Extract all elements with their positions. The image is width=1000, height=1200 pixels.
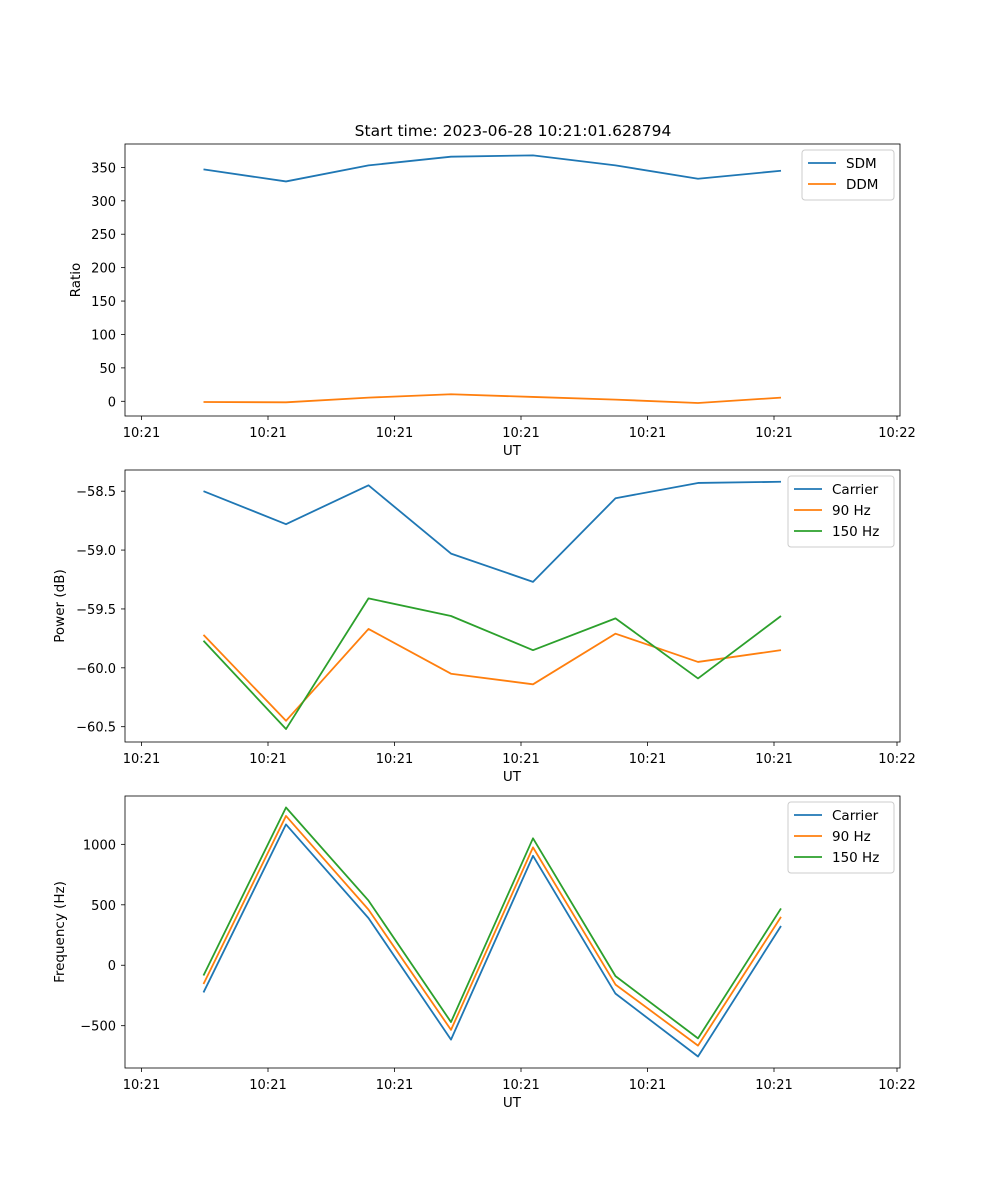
x-tick-label: 10:21 bbox=[629, 1078, 666, 1093]
x-tick-label: 10:21 bbox=[629, 426, 666, 441]
y-tick-label: 1000 bbox=[83, 838, 116, 853]
chart-panel-2: 10:21 10:21 10:21 10:21 10:21 10:21 10:22 UT −58… bbox=[52, 469, 916, 785]
x-axis-label: UT bbox=[503, 1095, 522, 1111]
x-tick-label: 10:21 bbox=[502, 752, 539, 767]
chart-panel-1: 10:21 10:21 10:21 10:21 10:21 10:21 10:22 UT 0 50… bbox=[68, 143, 916, 459]
axes-frame bbox=[124, 143, 901, 417]
x-tick-label: 10:21 bbox=[123, 752, 160, 767]
y-axis-label: Frequency (Hz) bbox=[52, 881, 68, 983]
y-axis-label: Power (dB) bbox=[52, 569, 68, 642]
x-tick-label: 10:21 bbox=[376, 1078, 413, 1093]
x-tick-label: 10:22 bbox=[878, 426, 915, 441]
x-tick-label: 10:21 bbox=[629, 752, 666, 767]
y-tick-label: −59.0 bbox=[76, 544, 116, 559]
x-tick-label: 10:21 bbox=[123, 1078, 160, 1093]
x-axis-label: UT bbox=[503, 443, 522, 459]
series-line-ddm bbox=[203, 393, 782, 404]
chart-panels: 10:21 10:21 10:21 10:21 10:21 10:21 10:22 UT 0 50… bbox=[52, 143, 916, 1111]
x-tick-label: 10:21 bbox=[755, 426, 792, 441]
x-tick-label: 10:21 bbox=[376, 426, 413, 441]
axes-frame bbox=[124, 795, 901, 1069]
series-line-150-hz bbox=[202, 597, 782, 730]
y-tick-label: −60.0 bbox=[76, 662, 116, 677]
legend-entry: SDM bbox=[846, 156, 877, 172]
legend-entry: 150 Hz bbox=[832, 524, 879, 540]
series-line-90-hz bbox=[202, 815, 782, 1047]
axes-frame bbox=[124, 469, 901, 743]
x-tick-label: 10:21 bbox=[249, 752, 286, 767]
x-tick-label: 10:21 bbox=[249, 1078, 286, 1093]
y-tick-label: −59.5 bbox=[76, 603, 116, 618]
series-line-carrier bbox=[203, 480, 782, 583]
x-tick-label: 10:21 bbox=[502, 1078, 539, 1093]
y-tick-label: 500 bbox=[91, 899, 116, 914]
legend: Carrier 90 Hz 150 Hz bbox=[787, 801, 895, 874]
figure-title: Start time: 2023-06-28 10:21:01.628794 bbox=[355, 122, 672, 140]
y-axis-label: Ratio bbox=[68, 263, 84, 298]
legend-entry: 90 Hz bbox=[832, 503, 871, 519]
legend-entry: DDM bbox=[846, 177, 878, 193]
legend-entry: Carrier bbox=[832, 482, 879, 498]
series-line-90-hz bbox=[202, 628, 782, 722]
series-line-sdm bbox=[203, 154, 782, 183]
y-tick-label: 0 bbox=[108, 395, 116, 410]
y-tick-label: 50 bbox=[99, 362, 116, 377]
series-line-150-hz bbox=[202, 806, 782, 1040]
y-tick-label: 150 bbox=[91, 295, 116, 310]
x-tick-label: 10:21 bbox=[755, 752, 792, 767]
legend-entry: 90 Hz bbox=[832, 829, 871, 845]
x-tick-label: 10:21 bbox=[502, 426, 539, 441]
y-tick-label: 200 bbox=[91, 262, 116, 277]
y-tick-label: 0 bbox=[108, 959, 116, 974]
legend: SDM DDM bbox=[801, 149, 895, 201]
x-tick-label: 10:22 bbox=[878, 1078, 915, 1093]
x-tick-label: 10:22 bbox=[878, 752, 915, 767]
chart-panel-3: 10:21 10:21 10:21 10:21 10:21 10:21 10:22 UT −50… bbox=[52, 795, 916, 1111]
y-tick-label: −58.5 bbox=[76, 485, 116, 500]
legend-box bbox=[787, 801, 895, 874]
x-axis-label: UT bbox=[503, 769, 522, 785]
legend-box bbox=[787, 475, 895, 548]
y-tick-label: −60.5 bbox=[76, 721, 116, 736]
x-tick-label: 10:21 bbox=[249, 426, 286, 441]
legend-entry: 150 Hz bbox=[832, 850, 879, 866]
series-line-carrier bbox=[202, 823, 782, 1058]
x-tick-label: 10:21 bbox=[123, 426, 160, 441]
legend: Carrier 90 Hz 150 Hz bbox=[787, 475, 895, 548]
y-tick-label: 350 bbox=[91, 161, 116, 176]
y-tick-label: 100 bbox=[91, 328, 116, 343]
y-tick-label: 300 bbox=[91, 195, 116, 210]
y-tick-label: −500 bbox=[80, 1020, 116, 1035]
x-tick-label: 10:21 bbox=[755, 1078, 792, 1093]
legend-entry: Carrier bbox=[832, 808, 879, 824]
x-tick-label: 10:21 bbox=[376, 752, 413, 767]
y-tick-label: 250 bbox=[91, 228, 116, 243]
